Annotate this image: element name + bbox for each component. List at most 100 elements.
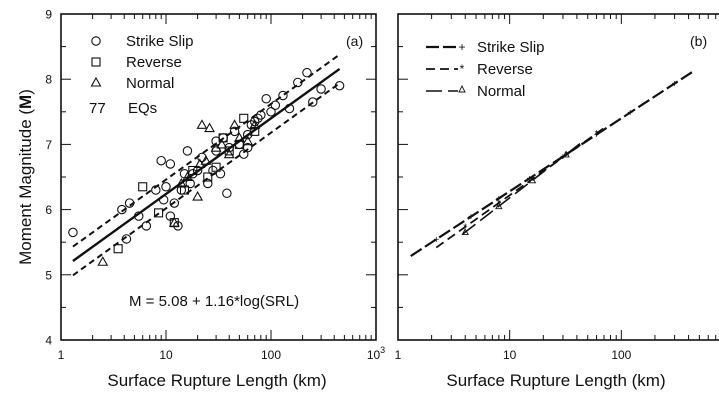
panel-b-frame: [397, 13, 719, 341]
strike-slip-point: [165, 159, 176, 169]
strike-slip-marker: +: [526, 174, 532, 185]
strike-slip-point: [182, 146, 193, 156]
normal-point: [204, 122, 216, 133]
panel-a-legend: Strike Slip Reverse Normal 77 EQs: [89, 33, 194, 117]
normal-point: [181, 171, 193, 182]
strike-slip-point: [284, 103, 295, 114]
strike-slip-point: [246, 120, 257, 130]
strike-slip-point: [121, 234, 132, 244]
strike-slip-point: [278, 90, 288, 101]
normal-point: [168, 217, 180, 227]
strike-slip-point: [161, 182, 171, 192]
strike-slip-marker: +: [672, 79, 678, 90]
panel-a-y-tick-label: 6: [45, 203, 52, 217]
legend-plus-marker: +: [458, 40, 465, 54]
strike-slip-point: [242, 129, 253, 140]
normal-point: [175, 177, 187, 188]
normal-line: [462, 141, 584, 235]
strike-slip-point: [308, 97, 318, 107]
legend-b-triangle-marker: [458, 84, 466, 93]
panel-b-x-tick-label: 1: [395, 348, 402, 362]
legend-star-marker: *: [460, 62, 465, 76]
panel-b-legend: + Strike Slip * Reverse Normal: [426, 39, 545, 100]
panel-a-scatter: 1 10 100 103 4 5 6 7 8 9 Strike Slip Reverse Norm…: [16, 8, 385, 391]
strike-slip-point: [253, 113, 263, 124]
reverse-point: [203, 172, 213, 182]
normal-marker: [562, 150, 570, 158]
panel-a-x-axis-title: Surface Rupture Length (km): [107, 371, 326, 390]
regression-line: [72, 67, 341, 262]
reverse-point: [188, 165, 198, 176]
strike-slip-point: [192, 165, 203, 176]
strike-slip-point: [141, 221, 152, 231]
strike-slip-marker: +: [594, 130, 600, 141]
strike-slip-point: [117, 204, 127, 215]
normal-point: [249, 119, 261, 129]
panel-b-label: (b): [690, 33, 707, 49]
normal-point: [196, 119, 208, 129]
strike-slip-point: [316, 84, 326, 94]
panel-a-y-axis-title: Moment Magnitude (M): [16, 89, 35, 265]
legend-circle-marker: [91, 36, 101, 46]
strike-slip-point: [334, 80, 345, 91]
panel-b-x-tick-label: 100: [611, 348, 631, 362]
sample-count: 77: [89, 100, 106, 117]
strike-slip-marker: +: [433, 235, 439, 246]
strike-slip-point: [302, 67, 312, 78]
reverse-point: [154, 208, 164, 218]
legend-square-marker: [91, 57, 101, 67]
regression-equation: M = 5.08 + 1.16*log(SRL): [129, 293, 299, 310]
legend-label-b-strike-slip: Strike Slip: [477, 39, 545, 56]
panel-b-lines: ++++++++*****: [410, 70, 693, 257]
panel-a-x-tick-label: 10: [159, 348, 173, 362]
sample-count-unit: EQs: [128, 100, 157, 117]
strike-slip-point: [158, 195, 169, 205]
panel-a-tick-labels: 1 10 100 103 4 5 6 7 8 9: [45, 8, 385, 363]
panel-a-regression: [72, 53, 341, 277]
normal-point: [223, 148, 235, 159]
legend-label-b-normal: Normal: [477, 83, 525, 100]
panel-b-x-axis-title: Surface Rupture Length (km): [446, 371, 665, 390]
strike-slip-point: [261, 94, 271, 104]
reverse-point: [179, 185, 190, 195]
reverse-point: [211, 162, 221, 172]
normal-point: [233, 132, 245, 142]
normal-point: [229, 119, 241, 129]
strike-slip-point: [124, 198, 135, 208]
normal-marker: [495, 202, 503, 210]
normal-marker: [528, 176, 537, 184]
reverse-point: [239, 113, 249, 123]
normal-point: [192, 190, 204, 201]
reverse-point: [250, 126, 260, 136]
strike-slip-marker: +: [496, 194, 502, 205]
strike-slip-point: [256, 110, 266, 120]
panel-a-points: [68, 67, 345, 266]
normal-point: [216, 138, 228, 149]
strike-slip-point: [151, 185, 161, 195]
panel-a-x-tick-label: 100: [261, 348, 281, 362]
reverse-point: [224, 146, 234, 156]
panel-a-x-tick-label: 103: [367, 345, 385, 362]
strike-slip-line: [410, 70, 693, 257]
strike-slip-point: [229, 126, 240, 137]
panel-a-y-tick-label: 4: [45, 334, 52, 348]
strike-slip-point: [185, 178, 195, 189]
panel-a-label: (a): [346, 33, 363, 49]
strike-slip-point: [266, 107, 276, 117]
panel-a-y-tick-label: 9: [45, 8, 52, 22]
strike-slip-point: [222, 188, 232, 199]
legend-triangle-marker: [90, 76, 102, 87]
strike-slip-point: [270, 100, 281, 111]
reverse-point: [138, 182, 148, 192]
legend-label-reverse: Reverse: [126, 54, 182, 71]
legend-label-b-reverse: Reverse: [477, 61, 533, 78]
panel-b-ticks: [397, 13, 717, 341]
reverse-point: [113, 244, 123, 254]
legend-label-normal: Normal: [126, 75, 174, 92]
reverse-line: [435, 126, 606, 249]
panel-a-y-tick-label: 8: [45, 73, 52, 87]
confidence-line: [72, 53, 341, 248]
